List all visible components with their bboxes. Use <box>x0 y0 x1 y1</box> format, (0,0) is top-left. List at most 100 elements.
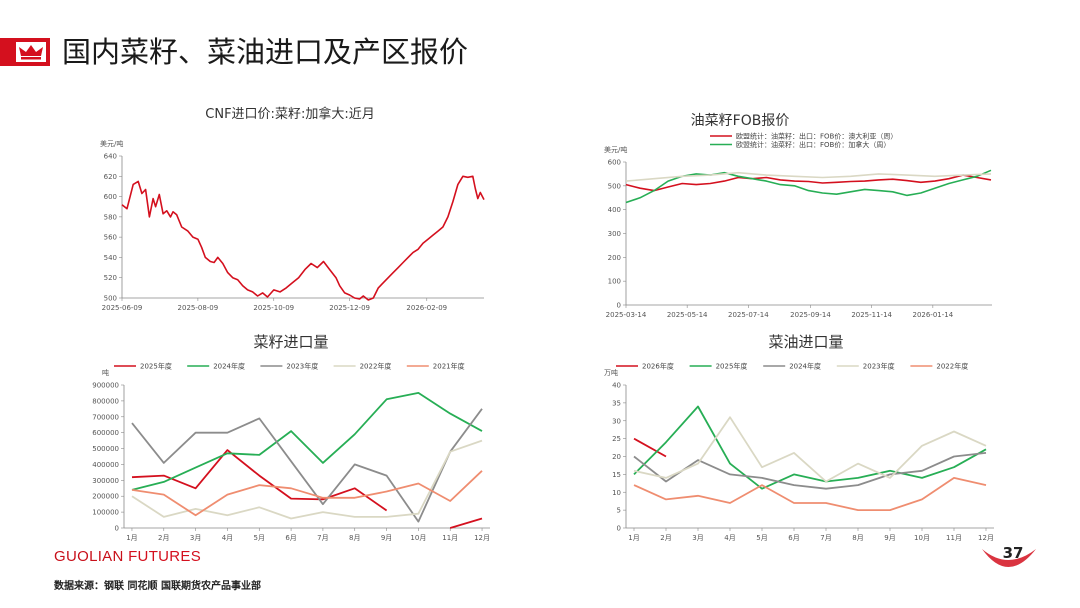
brand-part-2: FUTURES <box>123 548 202 565</box>
x-tick-label: 6月 <box>285 534 296 542</box>
data-source-note: 数据来源：钢联 同花顺 国联期货农产品事业部 <box>54 581 261 592</box>
legend-label: 2022年度 <box>936 362 968 371</box>
y-tick-label: 600 <box>104 193 117 201</box>
series-line <box>449 517 483 529</box>
legend-label: 2025年度 <box>716 362 748 371</box>
x-tick-label: 2月 <box>158 534 169 542</box>
chart-title: 菜籽进口量 <box>253 333 328 351</box>
crown-icon <box>16 42 46 62</box>
y-axis-unit: 美元/吨 <box>604 145 627 154</box>
x-tick-label: 8月 <box>852 534 863 542</box>
y-tick-label: 400 <box>608 206 621 214</box>
y-tick-label: 100000 <box>92 509 119 517</box>
y-tick-label: 0 <box>115 525 119 533</box>
y-tick-label: 500 <box>104 295 117 303</box>
legend-label: 2024年度 <box>789 362 821 371</box>
y-tick-label: 620 <box>104 173 117 181</box>
chart-title: CNF进口价:菜籽:加拿大:近月 <box>205 106 374 122</box>
x-tick-label: 9月 <box>884 534 895 542</box>
series-line <box>131 439 483 520</box>
x-tick-label: 1月 <box>126 534 137 542</box>
y-tick-label: 580 <box>104 213 117 221</box>
y-tick-label: 400000 <box>92 461 119 469</box>
series-line <box>131 392 483 491</box>
x-tick-label: 2月 <box>660 534 671 542</box>
y-tick-label: 800000 <box>92 397 119 405</box>
y-tick-label: 25 <box>612 435 621 443</box>
cnf-price-chart: CNF进口价:菜籽:加拿大:近月 美元/吨 500 520 540 560 580 600 62… <box>80 98 520 320</box>
rapeoil-import-chart: 菜油进口量 万吨 0 5 10 15 20 25 30 35 40 1月 2月 3月 4月 5月 6月 7月 8月 9… <box>590 330 1020 548</box>
y-tick-label: 560 <box>104 234 117 242</box>
legend-label: 2024年度 <box>213 362 245 371</box>
y-tick-label: 520 <box>104 274 117 282</box>
series-line <box>633 405 987 490</box>
y-axis-unit: 万吨 <box>604 368 618 377</box>
x-tick-label: 9月 <box>381 534 392 542</box>
series-line <box>131 449 388 512</box>
x-tick-label: 3月 <box>190 534 201 542</box>
x-tick-label: 4月 <box>724 534 735 542</box>
x-tick-label: 2025-12-09 <box>329 304 370 312</box>
page-number: 37 <box>1002 544 1024 562</box>
y-tick-label: 600 <box>608 159 621 167</box>
x-tick-label: 4月 <box>222 534 233 542</box>
x-tick-label: 11月 <box>442 534 458 542</box>
x-tick-label: 2025-06-09 <box>102 304 143 312</box>
series-line <box>121 175 485 301</box>
y-tick-label: 40 <box>612 382 621 390</box>
y-tick-label: 0 <box>617 525 621 533</box>
x-tick-label: 1月 <box>628 534 639 542</box>
chart-title: 油菜籽FOB报价 <box>691 113 790 129</box>
x-tick-label: 11月 <box>946 534 962 542</box>
y-tick-label: 500 <box>608 182 621 190</box>
brand-part-1: GUOLIAN <box>54 548 124 565</box>
x-tick-label: 2026-01-14 <box>912 311 953 319</box>
legend-label: 2026年度 <box>642 362 674 371</box>
x-tick-label: 2025-05-14 <box>667 311 708 319</box>
legend-label: 2022年度 <box>360 362 392 371</box>
x-tick-label: 10月 <box>410 534 426 542</box>
series-line <box>633 416 987 483</box>
y-tick-label: 100 <box>608 278 621 286</box>
y-tick-label: 700000 <box>92 413 119 421</box>
x-tick-label: 12月 <box>474 534 490 542</box>
series-line <box>131 470 483 517</box>
x-tick-label: 2025-11-14 <box>851 311 892 319</box>
y-tick-label: 5 <box>617 507 621 515</box>
brand-logo-text: GUOLIAN FUTURES <box>54 548 201 565</box>
chart-title: 菜油进口量 <box>768 333 843 351</box>
x-tick-label: 2025-07-14 <box>728 311 769 319</box>
legend-label: 2023年度 <box>286 362 318 371</box>
legend-label: 欧盟统计：油菜籽：出口：FOB价：澳大利亚（周） <box>736 132 897 141</box>
x-tick-label: 2025-10-09 <box>253 304 294 312</box>
y-tick-label: 300000 <box>92 477 119 485</box>
x-tick-label: 8月 <box>349 534 360 542</box>
series-line <box>633 437 667 458</box>
series-line <box>633 452 987 490</box>
x-tick-label: 5月 <box>756 534 767 542</box>
y-tick-label: 200000 <box>92 493 119 501</box>
series-line <box>625 169 992 204</box>
fob-price-chart: 油菜籽FOB报价 美元/吨 0 100 200 300 400 500 600 2025-03-1… <box>590 105 1010 327</box>
series-line <box>131 408 483 523</box>
y-tick-label: 900000 <box>92 382 119 390</box>
series-line <box>625 171 992 182</box>
y-tick-label: 600000 <box>92 429 119 437</box>
y-tick-label: 15 <box>612 471 621 479</box>
x-tick-label: 2026-02-09 <box>406 304 447 312</box>
x-tick-label: 7月 <box>820 534 831 542</box>
y-tick-label: 640 <box>104 153 117 161</box>
x-tick-label: 5月 <box>254 534 265 542</box>
x-tick-label: 2025-09-14 <box>790 311 831 319</box>
y-tick-label: 200 <box>608 254 621 262</box>
y-tick-label: 20 <box>612 453 621 461</box>
series-line <box>625 174 992 192</box>
y-tick-label: 0 <box>617 302 621 310</box>
x-tick-label: 12月 <box>978 534 994 542</box>
y-tick-label: 300 <box>608 230 621 238</box>
legend-label: 2023年度 <box>863 362 895 371</box>
y-tick-label: 30 <box>612 417 621 425</box>
y-tick-label: 540 <box>104 254 117 262</box>
legend-label: 2021年度 <box>433 362 465 371</box>
y-tick-label: 500000 <box>92 445 119 453</box>
